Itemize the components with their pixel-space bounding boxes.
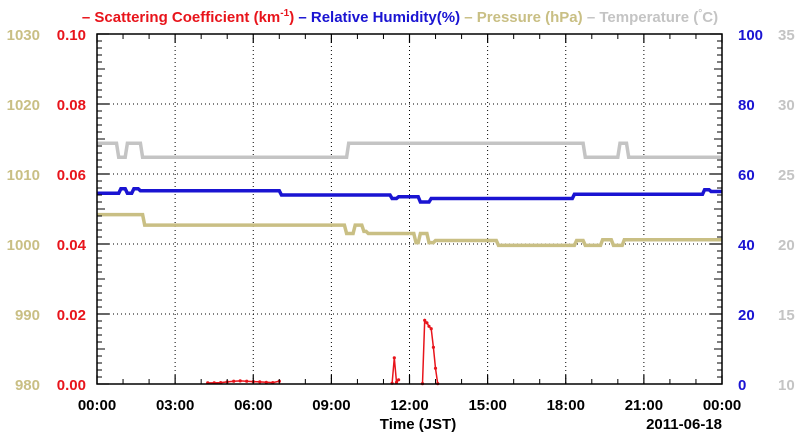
point-scattering-coefficient xyxy=(232,379,236,383)
y-tick-label-humidity: 60 xyxy=(738,167,755,184)
legend-label-scattering: Scattering Coefficient (km xyxy=(94,9,280,26)
point-scattering-coefficient xyxy=(245,379,249,383)
series-line-temperature xyxy=(97,141,722,159)
y-tick-label-temperature: 25 xyxy=(778,167,795,184)
y-tick-label-humidity: 100 xyxy=(738,27,763,44)
x-tick-label: 21:00 xyxy=(625,397,663,414)
legend-item-temperature: – xyxy=(587,9,600,26)
point-scattering-coefficient xyxy=(427,324,431,328)
series-line-scattering-coefficient xyxy=(207,380,280,384)
x-tick-label: 06:00 xyxy=(234,397,272,414)
point-scattering-coefficient xyxy=(423,318,427,322)
x-tick-label: 09:00 xyxy=(312,397,350,414)
x-axis-label: Time (JST) xyxy=(380,416,456,433)
grid xyxy=(97,34,722,384)
y-tick-label-humidity: 0 xyxy=(738,377,746,394)
point-scattering-coefficient xyxy=(433,366,438,370)
y-tick-label-humidity: 40 xyxy=(738,237,755,254)
legend-degree-temperature: ° xyxy=(698,8,702,19)
y-tick-label-scattering: 0.02 xyxy=(57,307,86,324)
point-scattering-coefficient xyxy=(429,327,433,331)
y-tick-label-temperature: 15 xyxy=(778,307,795,324)
legend-label-pressure: Pressure (hPa) xyxy=(477,9,583,26)
y-tick-label-scattering: 0.00 xyxy=(57,377,86,394)
y-tick-label-pressure: 1020 xyxy=(7,97,40,114)
y-tick-label-scattering: 0.06 xyxy=(57,167,86,184)
tick-marks xyxy=(96,33,723,385)
point-scattering-coefficient xyxy=(264,380,268,384)
y-tick-label-humidity: 80 xyxy=(738,97,755,114)
y-tick-label-temperature: 30 xyxy=(778,97,795,114)
x-tick-label: 15:00 xyxy=(468,397,506,414)
legend-item-pressure: – xyxy=(464,9,477,26)
point-scattering-coefficient xyxy=(394,380,399,384)
date-label: 2011-06-18 xyxy=(646,416,722,433)
point-scattering-coefficient xyxy=(238,379,242,383)
y-tick-label-pressure: 980 xyxy=(15,377,40,394)
x-tick-label: 00:00 xyxy=(703,397,741,414)
y-tick-label-temperature: 35 xyxy=(778,27,795,44)
legend-sup-scattering: -1 xyxy=(280,8,289,19)
legend-suffix-scattering: ) xyxy=(289,9,294,26)
tick-labels: 00:00 03:00 06:00 09:00 12:00 15:00 18:00 21:00… xyxy=(7,27,795,414)
legend: – Scattering Coefficient (km-1) – Relati… xyxy=(82,8,718,26)
series-line-scattering-coefficient xyxy=(391,357,400,385)
x-tick-label: 00:00 xyxy=(78,397,116,414)
point-scattering-coefficient xyxy=(392,356,396,360)
series-line-relative-humidity xyxy=(97,186,722,204)
y-tick-label-pressure: 1000 xyxy=(7,237,40,254)
y-tick-label-humidity: 20 xyxy=(738,307,755,324)
y-tick-label-temperature: 20 xyxy=(778,237,795,254)
legend-suffix-temperature: C) xyxy=(702,9,718,26)
point-scattering-coefficient xyxy=(397,378,401,382)
y-tick-label-pressure: 990 xyxy=(15,307,40,324)
legend-item-humidity: – xyxy=(298,9,311,26)
point-scattering-coefficient xyxy=(258,380,262,384)
legend-item-scattering: – xyxy=(82,9,95,26)
y-tick-label-scattering: 0.08 xyxy=(57,97,86,114)
y-tick-label-scattering: 0.04 xyxy=(57,237,87,254)
y-tick-label-pressure: 1030 xyxy=(7,27,40,44)
legend-label-temperature: Temperature ( xyxy=(599,9,698,26)
point-scattering-coefficient xyxy=(425,321,429,325)
x-tick-label: 03:00 xyxy=(156,397,194,414)
x-tick-label: 12:00 xyxy=(390,397,428,414)
x-tick-label: 18:00 xyxy=(547,397,585,414)
legend-label-humidity: Relative Humidity(%) xyxy=(311,9,460,26)
y-tick-label-pressure: 1010 xyxy=(7,167,40,184)
y-tick-label-scattering: 0.10 xyxy=(57,27,86,44)
series-layer xyxy=(97,141,722,386)
y-tick-label-temperature: 10 xyxy=(778,377,795,394)
series-line-pressure xyxy=(97,212,722,248)
point-scattering-coefficient xyxy=(431,345,435,349)
